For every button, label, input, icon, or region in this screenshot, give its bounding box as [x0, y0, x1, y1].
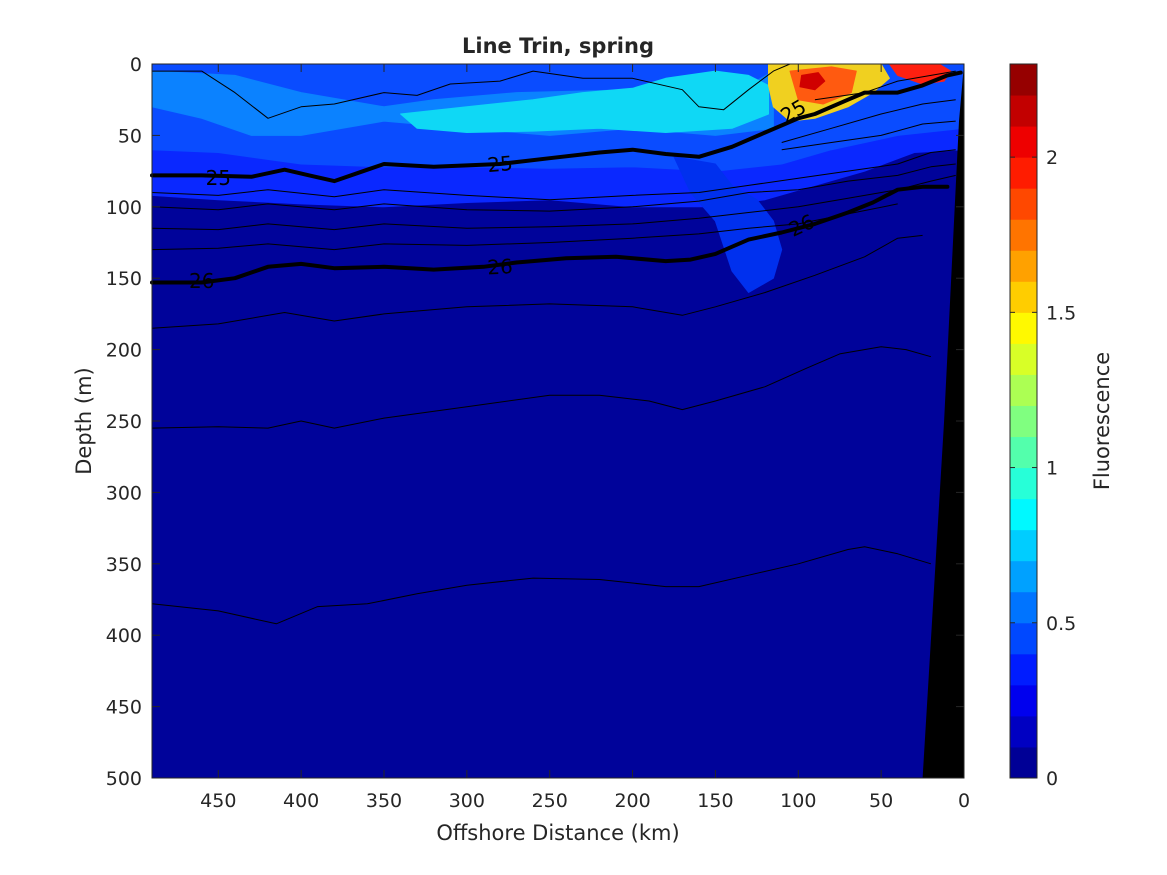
contour-label-4: 26 [487, 254, 514, 279]
colorbar-segment [1010, 436, 1037, 469]
y-tick-label: 50 [118, 125, 142, 147]
x-tick-label: 0 [958, 790, 970, 812]
density-contours-bold [150, 70, 963, 285]
colorbar-frame [1009, 63, 1038, 779]
colorbar-segment [1010, 684, 1037, 717]
fluorescence-fills [151, 63, 965, 293]
x-tick-label: 350 [366, 790, 402, 812]
colorbar-segment [1010, 250, 1037, 282]
colorbar-segment [1010, 715, 1037, 748]
x-axis-ticks: 450 400 350 300 250 200 150 100 50 0 [200, 64, 970, 812]
y-tick-label: 500 [106, 768, 142, 790]
isopycnal-line-10 [151, 546, 932, 625]
x-tick-label: 450 [200, 790, 236, 812]
colorbar-segment [1010, 126, 1037, 158]
contour-label-text: 25 [486, 151, 513, 177]
isopycnal-line-9 [151, 346, 932, 429]
x-tick-label: 100 [780, 790, 816, 812]
colorbar-segment [1010, 64, 1037, 96]
colorbar-segment [1010, 312, 1037, 344]
x-tick-label: 50 [869, 790, 893, 812]
y-tick-label: 150 [106, 268, 142, 290]
colorbar-segment [1010, 188, 1037, 220]
isopycnal-25 [150, 70, 963, 184]
colorbar-segment [1010, 374, 1037, 406]
colorbar-segment [1010, 219, 1037, 251]
colorbar-tick-label: 2 [1046, 147, 1058, 169]
colorbar-segment [1010, 157, 1037, 189]
colorbar-segment [1010, 498, 1037, 531]
y-tick-label: 350 [106, 554, 142, 576]
isopycnal-26 [150, 184, 950, 285]
colorbar-segment [1010, 529, 1037, 562]
colorbar-tick-label: 1.5 [1046, 302, 1076, 324]
colorbar-tick-label: 0.5 [1046, 613, 1076, 635]
colorbar-segment [1010, 622, 1037, 655]
y-tick-label: 0 [130, 54, 142, 76]
contour-label-1: 25 [486, 151, 513, 177]
density-contours-thin [151, 63, 956, 625]
y-tick-label: 400 [106, 625, 142, 647]
colorbar-segment [1010, 746, 1037, 779]
isopycnal-line-7 [151, 203, 898, 251]
y-tick-label: 100 [106, 197, 142, 219]
colorbar-segment [1010, 467, 1037, 500]
isopycnal-line-0 [152, 63, 791, 119]
x-tick-label: 300 [449, 790, 485, 812]
bathymetry-shelf [922, 64, 964, 778]
colorbar-segment [1010, 95, 1037, 127]
colorbar-segment [1010, 591, 1037, 624]
colorbar [1009, 63, 1038, 779]
chart-title: Line Trin, spring [462, 34, 654, 58]
y-axis-label: Depth (m) [72, 367, 96, 474]
bathymetry-polygon [922, 64, 964, 778]
contour-label-text: 26 [487, 254, 514, 279]
x-tick-label: 200 [614, 790, 650, 812]
contour-label-0: 25 [206, 166, 231, 190]
y-tick-label: 450 [106, 697, 142, 719]
colorbar-segment [1010, 560, 1037, 593]
isopycnal-line-5 [151, 163, 956, 212]
colorbar-tick-label: 0 [1046, 768, 1058, 790]
contour-label-text: 26 [189, 269, 214, 293]
y-tick-label: 300 [106, 482, 142, 504]
isopycnal-line-6 [151, 174, 956, 231]
colorbar-label: Fluorescence [1090, 352, 1114, 490]
isopycnal-line-8 [151, 234, 923, 329]
y-tick-label: 250 [106, 411, 142, 433]
colorbar-tick-label: 1 [1046, 458, 1058, 480]
fill-chl-max-peak [799, 72, 826, 91]
isopycnal-line-3 [781, 120, 956, 151]
y-tick-label: 200 [106, 340, 142, 362]
x-tick-label: 150 [697, 790, 733, 812]
isopycnal-line-4 [151, 149, 956, 201]
colorbar-segment [1010, 281, 1037, 313]
colorbar-segment [1010, 343, 1037, 375]
contour-label-3: 26 [189, 269, 214, 293]
colorbar-segment [1010, 405, 1037, 438]
isopycnal-line-2 [781, 99, 956, 143]
x-tick-label: 400 [283, 790, 319, 812]
x-axis-label: Offshore Distance (km) [436, 821, 679, 845]
x-tick-label: 250 [532, 790, 568, 812]
contour-label-text: 25 [206, 166, 231, 190]
y-axis-ticks: 0 50 100 150 200 250 300 350 400 450 500 [106, 54, 964, 790]
colorbar-segment [1010, 653, 1037, 686]
colorbar-ticks: 0 0.5 1 1.5 2 [1010, 147, 1076, 790]
isopycnal-line-1 [814, 70, 956, 101]
